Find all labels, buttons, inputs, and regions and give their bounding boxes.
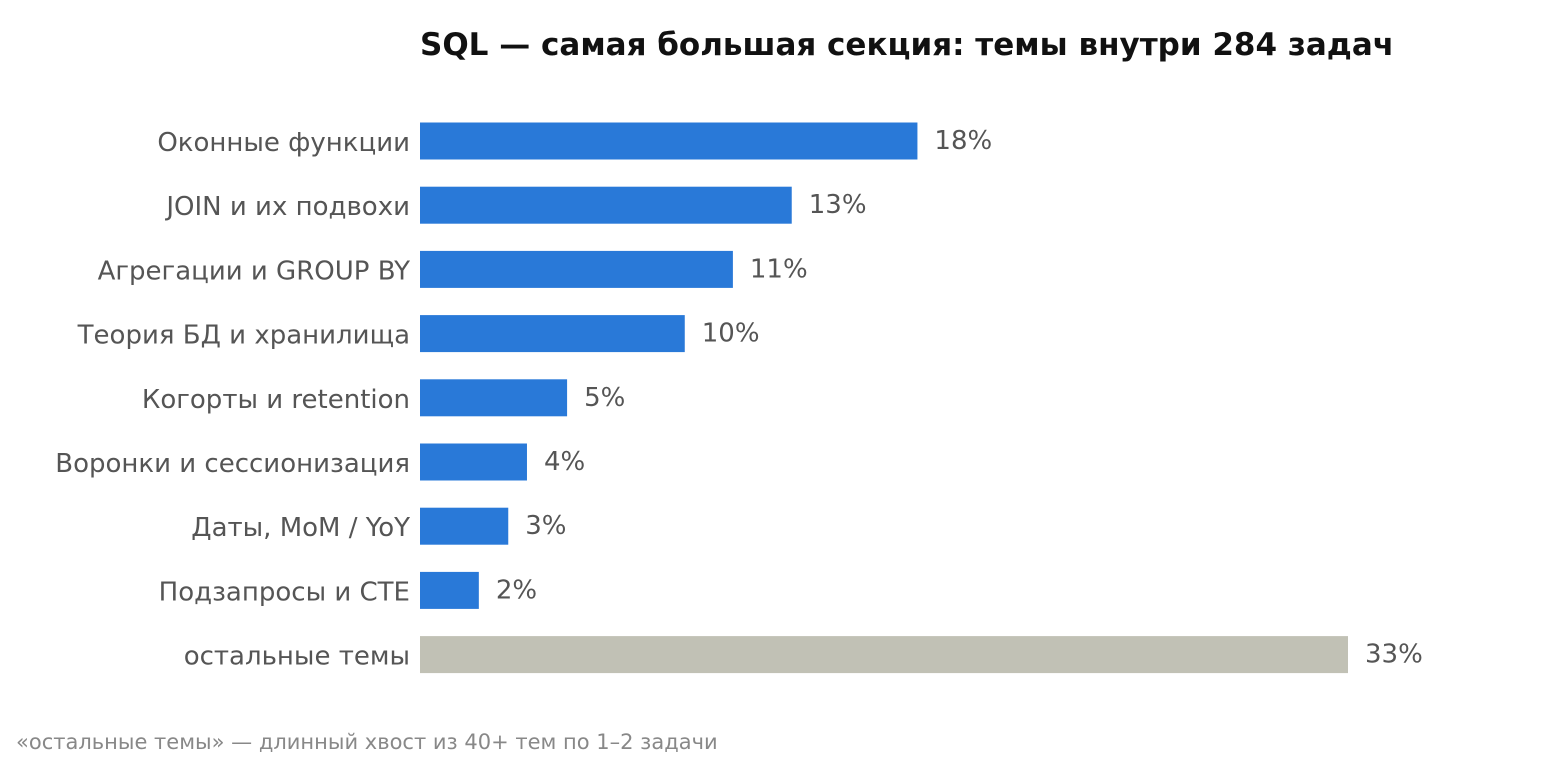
- bar: [420, 186, 792, 224]
- value-label: 13%: [809, 190, 867, 220]
- category-label: Воронки и сессионизация: [55, 449, 410, 479]
- bar: [420, 571, 479, 609]
- bar: [420, 315, 685, 353]
- category-label: Оконные функции: [157, 128, 410, 158]
- category-label: Теория БД и хранилища: [77, 321, 410, 351]
- value-label: 33%: [1365, 640, 1423, 670]
- chart-title: SQL — самая большая секция: темы внутри …: [420, 27, 1394, 63]
- category-label: Подзапросы и CTE: [159, 577, 410, 607]
- category-label: Агрегации и GROUP BY: [98, 256, 411, 286]
- category-label: Когорты и retention: [142, 385, 410, 415]
- value-label: 18%: [934, 126, 992, 156]
- value-label: 5%: [584, 383, 625, 413]
- bar: [420, 443, 527, 481]
- value-label: 10%: [702, 319, 760, 349]
- value-label: 11%: [750, 254, 808, 284]
- bar: [420, 507, 509, 545]
- bar: [420, 636, 1348, 674]
- chart-footnote: «остальные темы» — длинный хвост из 40+ …: [16, 730, 718, 754]
- bar: [420, 122, 918, 160]
- value-label: 3%: [525, 511, 566, 541]
- bars-group: Оконные функции 18% JOIN и их подвохи 13% Аг…: [55, 122, 1423, 674]
- category-label: остальные темы: [184, 642, 410, 672]
- category-label: JOIN и их подвохи: [164, 192, 410, 222]
- category-label: Даты, MoM / YoY: [191, 513, 410, 543]
- bar: [420, 379, 568, 417]
- value-label: 4%: [544, 447, 585, 477]
- bar: [420, 250, 733, 288]
- value-label: 2%: [496, 575, 537, 605]
